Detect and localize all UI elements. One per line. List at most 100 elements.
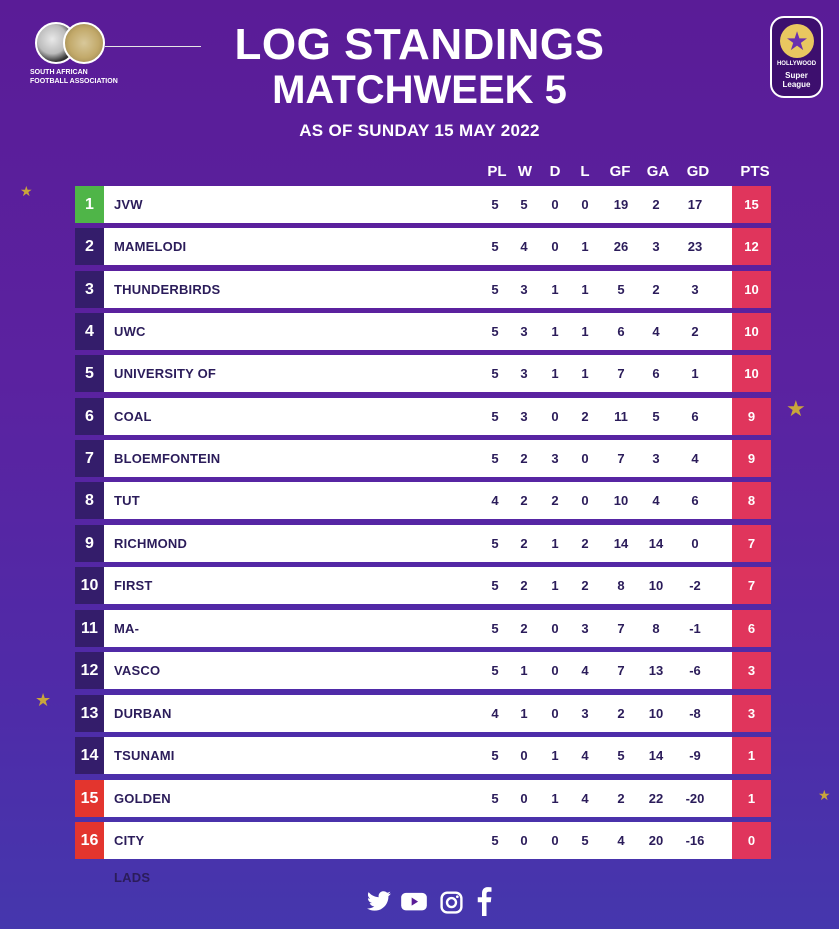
stat-gd: 17	[687, 197, 703, 212]
stat-gd: 3	[691, 282, 699, 297]
row-background	[104, 695, 732, 732]
stat-w: 5	[520, 197, 528, 212]
stat-l: 0	[581, 493, 589, 508]
stat-gf: 5	[617, 748, 625, 763]
stat-d: 0	[551, 197, 559, 212]
stat-ga: 20	[648, 833, 664, 848]
stat-pl: 5	[491, 324, 499, 339]
twitter-icon[interactable]	[366, 886, 392, 916]
stat-gd: -2	[689, 578, 701, 593]
stat-d: 0	[551, 706, 559, 721]
stat-gd: 23	[687, 239, 703, 254]
stat-gf: 7	[617, 451, 625, 466]
stat-pl: 5	[491, 239, 499, 254]
row-background	[104, 822, 732, 859]
stat-gf: 7	[617, 663, 625, 678]
stat-gf: 11	[614, 409, 628, 424]
stat-pl: 5	[491, 621, 499, 636]
stat-w: 1	[520, 663, 528, 678]
stat-l: 5	[581, 833, 589, 848]
stat-w: 3	[520, 409, 528, 424]
stat-gd: -9	[689, 748, 701, 763]
instagram-icon[interactable]	[439, 886, 464, 916]
position-cell: 10	[75, 567, 104, 604]
row-background	[104, 482, 732, 519]
stat-w: 0	[520, 791, 528, 806]
points-cell: 12	[732, 228, 771, 265]
stat-ga: 14	[648, 748, 664, 763]
stat-w: 3	[520, 282, 528, 297]
stat-ga: 10	[648, 706, 664, 721]
stat-pl: 5	[491, 578, 499, 593]
points-cell: 8	[732, 482, 771, 519]
row-background	[104, 398, 732, 435]
stat-d: 0	[551, 663, 559, 678]
points-cell: 9	[732, 398, 771, 435]
stat-l: 4	[581, 663, 589, 678]
stat-w: 2	[520, 536, 528, 551]
column-header-gf: GF	[609, 163, 631, 180]
stat-l: 0	[581, 197, 589, 212]
league-logo: ★ HOLLYWOOD Super League	[770, 16, 823, 98]
stat-ga: 4	[652, 493, 660, 508]
column-header-gd: GD	[686, 163, 710, 180]
stat-gf: 5	[617, 282, 625, 297]
stat-l: 1	[581, 324, 589, 339]
row-background	[104, 525, 732, 562]
stat-l: 4	[581, 791, 589, 806]
stat-w: 2	[520, 493, 528, 508]
column-header-pts: PTS	[740, 163, 770, 180]
facebook-icon[interactable]	[474, 886, 494, 916]
team-name: CITY LADS	[114, 833, 151, 885]
stat-w: 3	[520, 366, 528, 381]
position-cell: 3	[75, 271, 104, 308]
position-cell: 15	[75, 780, 104, 817]
stat-d: 3	[551, 451, 559, 466]
star-icon: ★	[35, 690, 52, 710]
stat-w: 4	[520, 239, 528, 254]
stat-gf: 2	[617, 706, 625, 721]
youtube-icon[interactable]	[400, 886, 428, 916]
points-cell: 3	[732, 695, 771, 732]
stat-ga: 13	[648, 663, 664, 678]
position-cell: 13	[75, 695, 104, 732]
points-cell: 1	[732, 737, 771, 774]
stat-ga: 2	[652, 282, 660, 297]
stat-w: 2	[520, 621, 528, 636]
stat-l: 3	[581, 621, 589, 636]
row-background	[104, 271, 732, 308]
row-background	[104, 186, 732, 223]
safa-emblem	[35, 22, 110, 66]
stat-d: 1	[551, 536, 559, 551]
stat-gd: -6	[689, 663, 701, 678]
stat-pl: 5	[491, 282, 499, 297]
stat-pl: 5	[491, 536, 499, 551]
league-sponsor-text: HOLLYWOOD	[776, 61, 817, 67]
stat-l: 1	[581, 282, 589, 297]
stat-ga: 4	[652, 324, 660, 339]
stat-gf: 7	[617, 621, 625, 636]
stat-gd: 2	[691, 324, 699, 339]
safa-logo-text: SOUTH AFRICAN FOOTBALL ASSOCIATION	[30, 69, 118, 85]
row-background	[104, 567, 732, 604]
points-cell: 10	[732, 313, 771, 350]
stat-d: 2	[551, 493, 559, 508]
stat-gf: 4	[617, 833, 625, 848]
stat-pl: 5	[491, 833, 499, 848]
stat-gf: 14	[613, 536, 629, 551]
stat-l: 4	[581, 748, 589, 763]
row-background	[104, 440, 732, 477]
stat-ga: 3	[652, 239, 660, 254]
stat-pl: 5	[491, 748, 499, 763]
page-subtitle: MATCHWEEK 5	[272, 68, 567, 112]
position-cell: 1	[75, 186, 104, 223]
position-cell: 2	[75, 228, 104, 265]
stat-gf: 6	[617, 324, 625, 339]
stat-l: 2	[581, 536, 589, 551]
row-background	[104, 313, 732, 350]
position-cell: 7	[75, 440, 104, 477]
position-cell: 9	[75, 525, 104, 562]
points-cell: 1	[732, 780, 771, 817]
position-cell: 4	[75, 313, 104, 350]
stat-gf: 2	[617, 791, 625, 806]
